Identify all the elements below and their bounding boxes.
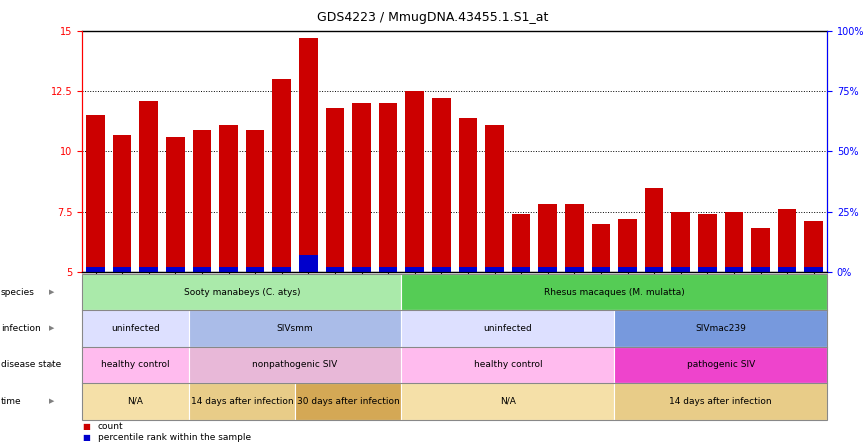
Bar bbox=[539, 267, 557, 272]
Bar bbox=[645, 267, 663, 272]
Bar bbox=[671, 212, 690, 272]
Text: infection: infection bbox=[1, 324, 41, 333]
Bar bbox=[539, 204, 557, 272]
Text: ■: ■ bbox=[82, 422, 90, 432]
Text: Rhesus macaques (M. mulatta): Rhesus macaques (M. mulatta) bbox=[544, 288, 685, 297]
Bar bbox=[246, 130, 264, 272]
Bar bbox=[192, 267, 211, 272]
Bar bbox=[432, 267, 450, 272]
Text: count: count bbox=[98, 422, 124, 432]
Bar bbox=[299, 38, 318, 272]
Bar bbox=[778, 209, 797, 272]
Text: healthy control: healthy control bbox=[101, 361, 170, 369]
Bar bbox=[192, 130, 211, 272]
Bar bbox=[246, 267, 264, 272]
Text: 14 days after infection: 14 days after infection bbox=[191, 397, 294, 406]
Text: GDS4223 / MmugDNA.43455.1.S1_at: GDS4223 / MmugDNA.43455.1.S1_at bbox=[317, 11, 549, 24]
Bar bbox=[485, 267, 504, 272]
Bar bbox=[432, 99, 450, 272]
Bar bbox=[725, 212, 743, 272]
Text: SIVmac239: SIVmac239 bbox=[695, 324, 746, 333]
Bar bbox=[219, 267, 238, 272]
Bar bbox=[166, 137, 184, 272]
Bar bbox=[565, 267, 584, 272]
Bar bbox=[512, 267, 531, 272]
Bar bbox=[405, 91, 424, 272]
Text: Sooty manabeys (C. atys): Sooty manabeys (C. atys) bbox=[184, 288, 301, 297]
Bar bbox=[618, 267, 637, 272]
Text: nonpathogenic SIV: nonpathogenic SIV bbox=[252, 361, 338, 369]
Bar bbox=[459, 118, 477, 272]
Text: N/A: N/A bbox=[500, 397, 516, 406]
Text: disease state: disease state bbox=[1, 361, 61, 369]
Text: ▶: ▶ bbox=[49, 362, 55, 368]
Bar bbox=[591, 267, 611, 272]
Bar bbox=[113, 267, 132, 272]
Text: percentile rank within the sample: percentile rank within the sample bbox=[98, 433, 251, 442]
Bar bbox=[87, 267, 105, 272]
Text: time: time bbox=[1, 397, 22, 406]
Bar bbox=[805, 267, 823, 272]
Bar bbox=[459, 267, 477, 272]
Text: ▶: ▶ bbox=[49, 325, 55, 332]
Bar bbox=[805, 221, 823, 272]
Text: N/A: N/A bbox=[127, 397, 144, 406]
Bar bbox=[485, 125, 504, 272]
Text: uninfected: uninfected bbox=[111, 324, 160, 333]
Text: 14 days after infection: 14 days after infection bbox=[669, 397, 772, 406]
Text: SIVsmm: SIVsmm bbox=[277, 324, 313, 333]
Bar bbox=[405, 267, 424, 272]
Bar bbox=[698, 214, 717, 272]
Bar bbox=[139, 267, 158, 272]
Bar bbox=[87, 115, 105, 272]
Bar bbox=[378, 103, 397, 272]
Bar bbox=[352, 267, 371, 272]
Text: pathogenic SIV: pathogenic SIV bbox=[687, 361, 755, 369]
Text: uninfected: uninfected bbox=[483, 324, 533, 333]
Text: healthy control: healthy control bbox=[474, 361, 542, 369]
Bar bbox=[326, 108, 345, 272]
Bar bbox=[352, 103, 371, 272]
Bar bbox=[219, 125, 238, 272]
Bar bbox=[778, 267, 797, 272]
Bar bbox=[671, 267, 690, 272]
Bar bbox=[378, 267, 397, 272]
Bar bbox=[565, 204, 584, 272]
Bar bbox=[139, 101, 158, 272]
Text: species: species bbox=[1, 288, 35, 297]
Text: ▶: ▶ bbox=[49, 398, 55, 404]
Bar bbox=[698, 267, 717, 272]
Bar bbox=[618, 219, 637, 272]
Bar bbox=[273, 267, 291, 272]
Bar bbox=[326, 267, 345, 272]
Bar bbox=[166, 267, 184, 272]
Bar bbox=[113, 135, 132, 272]
Text: ■: ■ bbox=[82, 433, 90, 442]
Text: 30 days after infection: 30 days after infection bbox=[297, 397, 399, 406]
Bar bbox=[725, 267, 743, 272]
Text: ▶: ▶ bbox=[49, 289, 55, 295]
Bar bbox=[299, 255, 318, 272]
Bar bbox=[751, 267, 770, 272]
Bar bbox=[645, 187, 663, 272]
Bar bbox=[751, 228, 770, 272]
Bar bbox=[273, 79, 291, 272]
Bar bbox=[591, 224, 611, 272]
Bar bbox=[512, 214, 531, 272]
